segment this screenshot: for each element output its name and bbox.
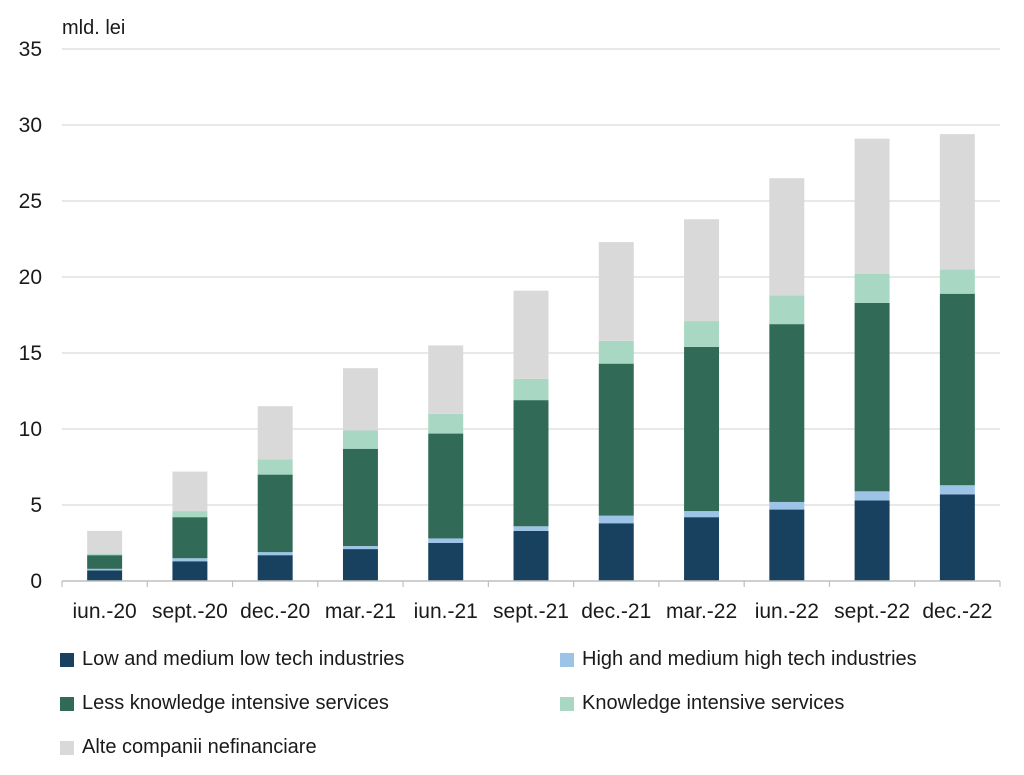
bar-segment [939,494,975,581]
bar-segment [598,340,634,364]
legend-item: High and medium high tech industries [560,648,917,671]
legend-label: Less knowledge intensive services [82,692,389,714]
bar-segment [428,543,464,581]
x-tick-label: sept.-20 [152,600,228,623]
x-tick-label: iun.-22 [755,600,819,623]
bar-segment [428,433,464,539]
bar-segment [939,293,975,486]
bar-segment [257,474,293,553]
legend-label: Alte companii nefinanciare [82,736,317,758]
bar-segment [684,517,720,581]
bar-segment [854,138,890,274]
legend-item: Alte companii nefinanciare [60,736,317,759]
bar-segment [428,538,464,543]
legend-swatch [60,740,74,755]
bar-segment [87,568,123,571]
x-tick-label: dec.-21 [581,600,651,623]
bar-segment [513,400,549,527]
bar-segment [854,500,890,581]
bar-segment [172,561,208,581]
bar-segment [769,324,805,502]
legend-swatch [60,652,74,667]
bar-segment [769,509,805,581]
x-tick-label: sept.-22 [834,600,910,623]
legend-item: Low and medium low tech industries [60,648,404,671]
bar-segment [257,555,293,581]
bar-segment [87,530,123,554]
y-tick-label: 15 [19,342,42,365]
y-tick-label: 30 [19,114,42,137]
bar-segment [769,295,805,325]
bar-segment [87,553,123,556]
bar-segment [598,523,634,581]
y-tick-label: 10 [19,418,42,441]
bar-segment [257,459,293,475]
axes: 0 5 10 15 20 25 30 35 iun.-20 sept.-20 dec.-20 mar.… [19,38,1001,623]
bar-segment [513,290,549,379]
bar-segment [257,406,293,460]
x-tick-label: dec.-20 [240,600,310,623]
legend-swatch [560,696,574,711]
x-tick-label: sept.-21 [493,600,569,623]
bar-segment [87,570,123,581]
x-tick-label: iun.-20 [73,600,137,623]
bar-segment [684,219,720,322]
bar-segment [87,555,123,569]
legend-label: Knowledge intensive services [582,692,845,714]
bar-segment [257,552,293,556]
bar-segment [342,448,378,547]
stacked-bar-chart: 0 5 10 15 20 25 30 35 iun.-20 sept.-20 dec.-20 mar.… [19,17,1001,623]
legend-swatch [560,652,574,667]
y-tick-label: 35 [19,38,42,61]
y-tick-label: 25 [19,190,42,213]
bar-segment [172,471,208,512]
bar-segment [513,530,549,581]
x-tick-label: mar.-22 [666,600,737,623]
bars [87,134,975,581]
bar-segment [428,413,464,434]
bar-segment [598,363,634,516]
legend-item: Less knowledge intensive services [60,692,389,715]
bar-segment [939,134,975,270]
bar-segment [854,491,890,501]
bar-segment [513,378,549,401]
y-unit-label: mld. lei [62,17,125,39]
legend-item: Knowledge intensive services [560,692,844,715]
bar-segment [342,430,378,449]
bar-segment [598,515,634,524]
y-tick-label: 0 [30,570,42,593]
bar-segment [684,511,720,518]
x-tick-label: mar.-21 [325,600,396,623]
y-tick-label: 20 [19,266,42,289]
bar-segment [342,368,378,431]
bar-segment [769,501,805,510]
y-tick-label: 5 [30,494,42,517]
x-tick-label: iun.-21 [414,600,478,623]
bar-segment [172,558,208,562]
bar-segment [342,549,378,581]
bar-segment [769,178,805,296]
bar-segment [939,269,975,294]
legend-label: Low and medium low tech industries [82,648,405,670]
bar-segment [172,517,208,559]
bar-segment [342,546,378,550]
bar-segment [684,321,720,347]
x-tick-label: dec.-22 [922,600,992,623]
bar-segment [598,242,634,341]
bar-segment [684,346,720,512]
bar-segment [513,526,549,531]
bar-segment [172,511,208,518]
bar-segment [854,273,890,303]
legend-label: High and medium high tech industries [582,648,917,670]
legend-swatch [60,696,74,711]
bar-segment [428,345,464,414]
bar-segment [854,302,890,492]
bar-segment [939,485,975,495]
